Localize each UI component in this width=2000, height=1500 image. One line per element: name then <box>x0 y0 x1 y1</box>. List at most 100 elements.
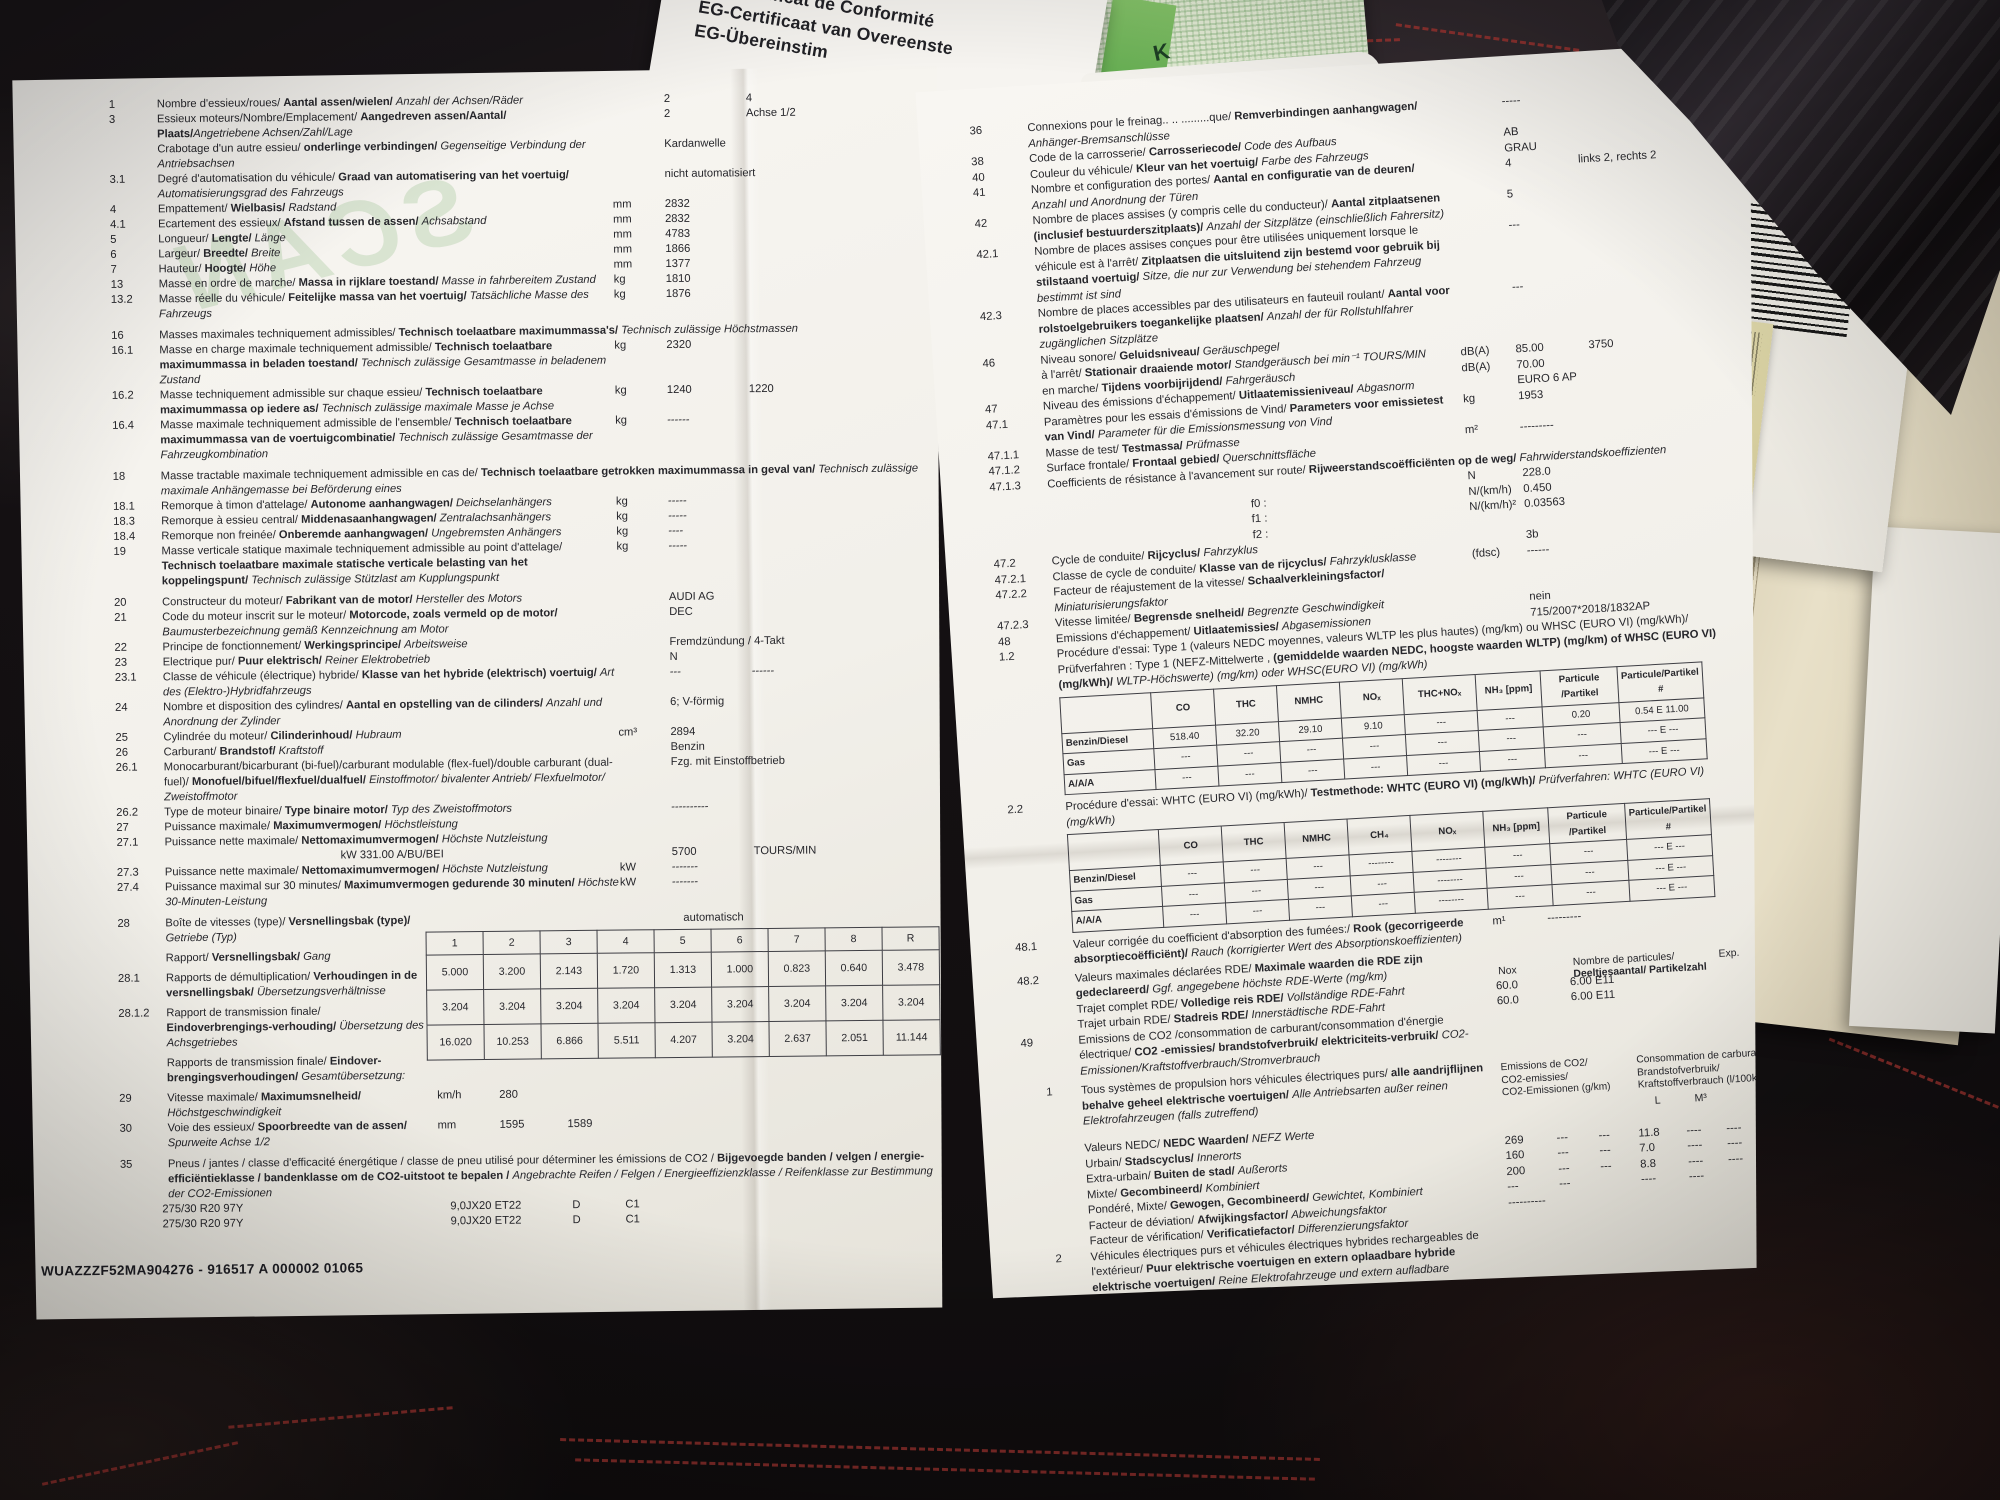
gear-ratio-cell: 3.204 <box>427 989 484 1025</box>
label-segment: Automatisierungsgrad des Fahrzeugs <box>157 186 344 201</box>
item-unit: kW <box>619 876 637 889</box>
label-segment: Gesamtübersetzung: <box>301 1069 406 1083</box>
item-value: 2320 <box>666 338 692 352</box>
gear-ratio-cell: 3.204 <box>655 987 712 1023</box>
label-segment: Nombre d'essieux/roues/ <box>156 97 284 111</box>
item-unit <box>1494 945 1549 948</box>
label-segment: Masse de test/ <box>1045 442 1123 460</box>
item-number: 28 <box>117 917 130 930</box>
doc-row-28: 28 Boîte de vitesses (type)/ Versnellings… <box>17 914 425 948</box>
item-unit <box>619 815 671 816</box>
item-number: 5 <box>110 233 117 246</box>
item-value: ------ <box>667 413 690 427</box>
gear-ratio-cell: 3.204 <box>883 985 940 1021</box>
gear-ratio-cell: 3.204 <box>712 987 769 1023</box>
item-unit: mm <box>613 258 633 271</box>
item-value: ----- <box>668 539 688 553</box>
label-segment: Maximumvermogen/ <box>273 819 385 833</box>
label-segment: Rapport de transmission finale/ <box>166 1005 321 1020</box>
label-segment: Masse verticale statique maximale techni… <box>161 541 563 558</box>
item-value: 6; V-förmig <box>670 695 725 709</box>
gear-ratio-cell: 3.200 <box>483 954 540 990</box>
item-unit: cm³ <box>618 726 638 739</box>
label-segment: Massa in rijklare toestand/ <box>298 275 442 289</box>
item-unit <box>617 635 669 636</box>
rim-spec: 9,0JX20 ET22 <box>450 1199 522 1213</box>
label-segment: Testmassa/ <box>1121 439 1187 455</box>
gear-ratio-cell: 1.000 <box>711 952 768 988</box>
label-segment: Rijcyclus/ <box>1147 547 1204 563</box>
label-segment: Gang <box>303 950 331 963</box>
item-number: 23.1 <box>114 671 137 684</box>
gear-ratio-table: 1 2 3 4 5 6 7 8 R 5.000 3.200 2.143 1.720 1.313 1.000 0… <box>426 926 941 1060</box>
tire-size: 275/30 R20 97Y <box>162 1217 244 1231</box>
load-index: D <box>572 1213 581 1227</box>
label-segment: Brandstof/ <box>219 745 279 758</box>
label-segment: Masses maximales techniquement admissibl… <box>159 326 399 342</box>
item-number: 7 <box>110 263 117 276</box>
label-segment: Constructeur du moteur/ <box>161 595 286 609</box>
label-segment: Baumusterbezeichnung gemäß Kennzeichnung… <box>162 623 449 639</box>
emissions-cell: --- <box>1218 762 1282 786</box>
label-segment: Autonome aanhangwagen/ <box>310 497 457 511</box>
label-segment: Electrique pur/ <box>162 655 238 669</box>
gear-ratio-cell: 4.207 <box>655 1022 712 1058</box>
label-segment: Connexions pour le freinag.. .. ........… <box>1027 110 1235 135</box>
label-segment: Außerorts <box>1237 1162 1288 1178</box>
paper-sheet-right <box>1849 526 2000 1034</box>
label-segment: Valeurs NEDC/ <box>1084 1138 1164 1155</box>
liters-column-header: L <box>1654 1094 1661 1107</box>
item-label: Vitesse maximale/ Maximumsnelheid/ Höchs… <box>167 1088 437 1121</box>
item-label: Masse verticale statique maximale techni… <box>161 540 616 590</box>
gear-ratio-cell: 5.000 <box>426 954 483 990</box>
vin-footer: WUAZZZF52MA904276 - 916517 A 000002 0106… <box>40 1260 364 1279</box>
label-segment: NEFZ Werte <box>1251 1129 1315 1146</box>
item-unit: kg <box>615 414 628 427</box>
label-segment: Remorque à timon d'attelage/ <box>160 498 311 513</box>
gearbox-labels: 28 Boîte de vitesses (type)/ Versnellings… <box>17 914 427 1093</box>
item-value: 1876 <box>665 287 691 301</box>
gear-ratio-cell: 16.020 <box>427 1024 484 1060</box>
item-value: Fzg. mit Einstoffbetrieb <box>670 754 786 769</box>
item-unit <box>619 800 671 801</box>
label-segment: Zentralachsanhängers <box>439 511 552 525</box>
item-unit <box>617 590 669 591</box>
item-value: 2 <box>663 92 671 106</box>
item-label: Rapport/ Versnellingsbak/ Gang <box>166 949 424 967</box>
label-segment: Rapports de démultiplication/ <box>165 970 314 985</box>
item-number <box>109 142 157 143</box>
cubic-meters-column-header: M³ <box>1694 1091 1708 1105</box>
emissions-cell: --- <box>1479 747 1545 771</box>
item-number: 13 <box>110 278 124 291</box>
item-number: 1.2 <box>998 650 1015 664</box>
item-label: Pneus / jantes / classe d'efficacité éne… <box>168 1149 940 1202</box>
co2-value <box>1690 1199 1731 1217</box>
label-segment: Prüfmasse <box>1185 436 1241 452</box>
label-segment: Höchstleistung <box>384 818 458 832</box>
item-unit <box>617 605 669 606</box>
label-segment: Übersetzungsverhältnisse <box>256 985 386 999</box>
label-segment: Aantal assen/wielen/ <box>283 95 396 110</box>
item-value: 4 <box>1504 157 1512 170</box>
item-number: 18.4 <box>113 530 136 543</box>
item-number: 27.3 <box>116 866 139 879</box>
doc-row: Rapport/ Versnellingsbak/ Gang <box>18 949 426 968</box>
item-number: 21 <box>114 611 127 624</box>
item-number: 35 <box>119 1158 133 1171</box>
gear-ratio-cell: 2.051 <box>826 1020 883 1056</box>
doc-row: Rapports de transmission finale/ Eindove… <box>19 1054 427 1088</box>
item-label: Masse maximale techniquement admissible … <box>160 414 615 464</box>
label-segment: Niveau sonore/ <box>1040 349 1120 367</box>
label-segment: Abgasnorm <box>1356 380 1415 396</box>
label-segment: Kombiniert <box>1205 1179 1260 1195</box>
item-number: 25 <box>115 731 128 744</box>
label-segment: Type de moteur binaire/ <box>164 805 285 819</box>
emissions-cell: --- <box>1351 892 1415 916</box>
gear-ratio-cell: 0.640 <box>825 950 882 986</box>
rde-exp-header: Exp. <box>1718 947 1740 960</box>
label-segment: Höchste Nutzleistung <box>442 862 548 876</box>
co2-value <box>1561 1206 1604 1224</box>
label-segment: Fabrikant van de motor/ <box>285 593 416 608</box>
label-segment: Classe de véhicule (électrique) hybride/ <box>162 669 362 684</box>
item-label: Puissance maximal sur 30 minutes/ Maximu… <box>165 876 620 911</box>
